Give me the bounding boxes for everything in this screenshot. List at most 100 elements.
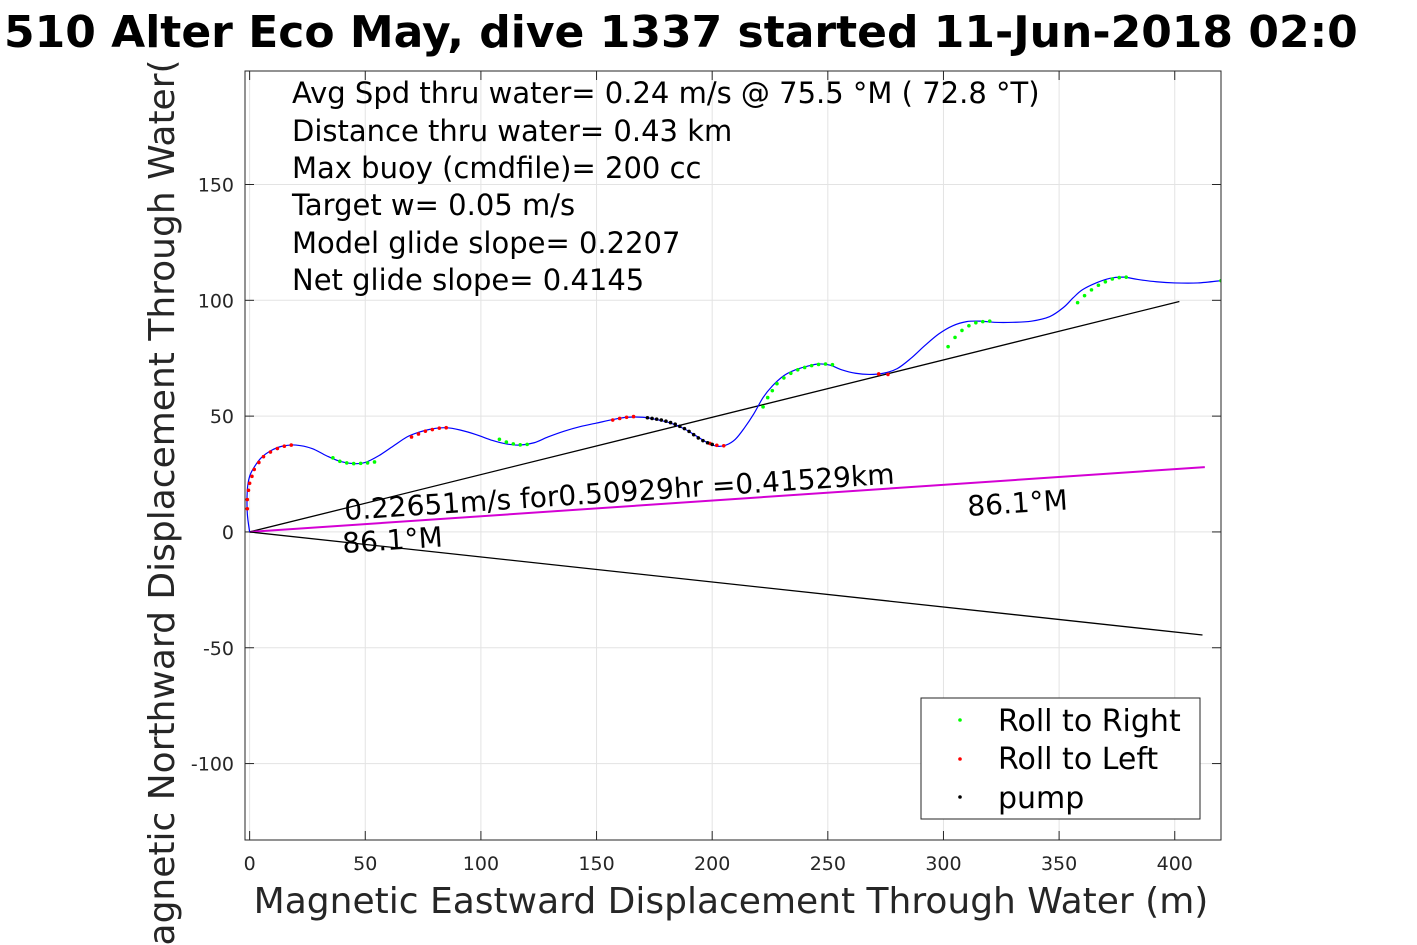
point-roll-to-left — [437, 426, 442, 430]
point-roll-to-right — [525, 442, 529, 447]
heading-label-start: 86.1°M — [341, 520, 443, 560]
x-tick-label: 150 — [578, 853, 614, 875]
y-tick-label: 100 — [198, 290, 234, 312]
data-layer — [245, 275, 1221, 636]
y-tick-label: -100 — [191, 754, 234, 776]
point-roll-to-right — [1089, 288, 1094, 292]
point-roll-to-left — [409, 435, 414, 439]
point-roll-to-left — [261, 454, 266, 459]
legend-label-roll-left: Roll to Left — [998, 742, 1158, 777]
point-pump — [645, 415, 650, 420]
point-pump — [682, 426, 687, 431]
point-pump — [696, 436, 701, 440]
x-tick-label: 200 — [694, 853, 730, 875]
point-roll-to-right — [789, 371, 793, 376]
point-roll-to-left — [610, 418, 615, 422]
point-roll-to-right — [1096, 283, 1101, 288]
point-pump — [650, 416, 654, 421]
stat-target-w: Target w= 0.05 m/s — [291, 188, 575, 222]
x-tick-label: 400 — [1157, 853, 1193, 875]
point-roll-to-left — [430, 427, 435, 432]
y-tick-label: 150 — [198, 174, 234, 196]
point-roll-to-left — [876, 372, 881, 376]
point-roll-to-left — [886, 372, 890, 377]
x-tick-label: 0 — [244, 853, 256, 875]
legend-marker-roll-right — [958, 718, 962, 722]
stat-model-glide-slope: Model glide slope= 0.2207 — [292, 226, 680, 260]
x-tick-label: 250 — [810, 853, 846, 875]
legend-marker-roll-left — [958, 757, 962, 761]
point-roll-to-right — [338, 459, 342, 464]
point-roll-to-right — [1103, 279, 1108, 284]
legend-label-pump: pump — [998, 781, 1084, 816]
point-roll-to-right — [365, 461, 370, 465]
stat-net-glide-slope: Net glide slope= 0.4145 — [292, 263, 644, 297]
point-roll-to-left — [444, 425, 449, 430]
point-pump — [668, 420, 673, 425]
point-roll-to-right — [358, 461, 363, 466]
point-roll-to-left — [247, 481, 252, 486]
point-roll-to-right — [946, 344, 950, 349]
point-roll-to-right — [816, 362, 821, 367]
point-roll-to-right — [518, 443, 523, 447]
point-roll-to-left — [721, 443, 726, 448]
point-pump — [701, 438, 705, 443]
point-roll-to-right — [1110, 277, 1115, 281]
point-roll-to-left — [257, 460, 261, 465]
point-roll-to-right — [795, 367, 800, 372]
heading-line — [249, 531, 1203, 636]
point-roll-to-right — [765, 395, 770, 400]
point-roll-to-right — [987, 319, 992, 323]
point-pump — [664, 419, 668, 424]
point-roll-to-left — [624, 415, 629, 420]
point-pump — [691, 432, 696, 437]
point-roll-to-left — [275, 446, 280, 451]
point-pump — [678, 424, 682, 429]
point-roll-to-left — [289, 443, 294, 447]
point-roll-to-left — [245, 506, 250, 511]
x-tick-label: 50 — [353, 853, 377, 875]
tick-layer: 0 50 100 150 200 250 300 350 400 -100 -50 0 50 100 150 — [191, 71, 1221, 875]
point-pump — [654, 417, 659, 421]
point-roll-to-right — [761, 405, 765, 409]
point-roll-to-left — [617, 416, 622, 421]
y-tick-label: 50 — [210, 406, 234, 428]
marker-points — [245, 275, 1221, 511]
legend-label-roll-right: Roll to Right — [998, 704, 1181, 739]
point-roll-to-right — [980, 319, 985, 324]
legend-box — [920, 697, 1201, 820]
point-roll-to-right — [823, 362, 828, 366]
point-roll-to-left — [715, 443, 719, 448]
point-roll-to-left — [252, 467, 257, 472]
point-pump — [687, 429, 691, 434]
point-roll-to-right — [1117, 275, 1122, 280]
point-pump — [659, 418, 664, 422]
point-roll-to-right — [802, 365, 807, 370]
point-roll-to-left — [245, 497, 250, 502]
heading-label-end: 86.1°M — [966, 483, 1068, 523]
point-roll-to-right — [351, 461, 356, 466]
x-tick-label: 350 — [1041, 853, 1077, 875]
axes-box — [244, 70, 1222, 841]
stat-avg-speed: Avg Spd thru water= 0.24 m/s @ 75.5 °M (… — [292, 76, 1040, 110]
legend-marker-pump — [958, 795, 962, 799]
point-roll-to-right — [782, 376, 786, 380]
point-roll-to-right — [770, 388, 775, 393]
point-roll-to-right — [331, 456, 335, 460]
point-roll-to-right — [960, 328, 964, 333]
point-roll-to-right — [974, 320, 978, 325]
x-tick-label: 300 — [925, 853, 961, 875]
y-tick-label: -50 — [203, 638, 234, 660]
point-roll-to-right — [1075, 300, 1080, 305]
legend: Roll to Right Roll to Left pump — [920, 697, 1201, 820]
point-roll-to-right — [372, 460, 377, 464]
point-roll-to-right — [497, 437, 502, 442]
point-roll-to-right — [775, 381, 779, 386]
point-roll-to-right — [967, 323, 971, 328]
point-roll-to-right — [504, 440, 509, 444]
point-pump — [705, 440, 710, 445]
point-roll-to-right — [511, 442, 516, 446]
point-roll-to-left — [250, 474, 254, 479]
x-tick-label: 100 — [463, 853, 499, 875]
